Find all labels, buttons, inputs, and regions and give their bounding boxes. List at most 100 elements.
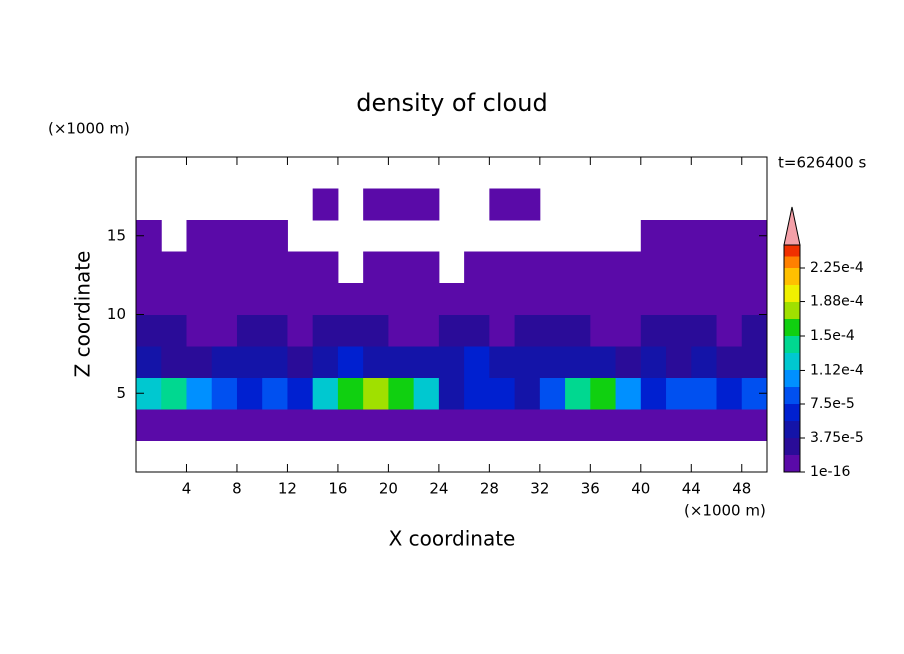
contour-cell [413, 251, 440, 284]
contour-cell [211, 220, 238, 252]
contour-cell [489, 314, 516, 347]
x-tick-label: 28 [480, 480, 499, 498]
contour-cell [590, 409, 617, 441]
contour-cell [186, 346, 213, 378]
contour-cell [287, 251, 314, 284]
contour-cell [438, 346, 465, 378]
contour-cell [262, 283, 288, 315]
contour-cell [363, 251, 389, 284]
contour-cell [287, 314, 314, 347]
contour-cell [363, 346, 389, 378]
contour-cell [287, 377, 314, 410]
colorbar-label: 1.12e-4 [810, 362, 864, 378]
x-axis-label: X coordinate [389, 527, 516, 551]
contour-cell [388, 409, 415, 441]
contour-cell [539, 377, 566, 410]
contour-cell [666, 283, 692, 315]
x-tick-label: 12 [278, 480, 297, 498]
contour-cell [514, 314, 541, 347]
contour-cell [741, 251, 768, 284]
contour-cell [161, 346, 187, 378]
contour-cell [186, 283, 213, 315]
colorbar-band [784, 438, 800, 455]
contour-cell [186, 314, 213, 347]
contour-cell [590, 377, 617, 410]
contour-cell [236, 346, 263, 378]
x-tick-label: 20 [379, 480, 398, 498]
contour-cell [514, 377, 541, 410]
contour-cell [312, 346, 339, 378]
x-tick-label: 48 [732, 480, 751, 498]
contour-cell [413, 283, 440, 315]
contour-cell [337, 314, 364, 347]
contour-cell [186, 251, 213, 284]
contour-cell [464, 377, 490, 410]
contour-cell [262, 377, 288, 410]
contour-cell [640, 409, 667, 441]
x-tick-label: 8 [232, 480, 242, 498]
colorbar-band [784, 336, 800, 353]
colorbar-band [784, 455, 800, 472]
contour-cell [186, 377, 213, 410]
colorbar-label: 1.88e-4 [810, 294, 864, 310]
contour-cell [741, 314, 768, 347]
y-unit: (×1000 m) [48, 120, 130, 138]
contour-cell [615, 283, 642, 315]
contour-cell [464, 409, 490, 441]
contour-cell [363, 188, 389, 221]
contour-cell [640, 220, 667, 252]
contour-cell [262, 409, 288, 441]
contour-cell [716, 314, 743, 347]
contour-cell [388, 188, 415, 221]
contour-cell [539, 314, 566, 347]
contour-cell [615, 409, 642, 441]
contour-cell [489, 409, 516, 441]
contour-cell [640, 251, 667, 284]
contour-cell [666, 346, 692, 378]
contour-cell [136, 346, 162, 378]
contour-cell [691, 220, 718, 252]
contour-cell [514, 283, 541, 315]
contour-cell [363, 283, 389, 315]
contour-cell [287, 409, 314, 441]
contour-cell [337, 283, 364, 315]
contour-cell [337, 377, 364, 410]
contour-cell [590, 251, 617, 284]
x-tick-label: 44 [682, 480, 701, 498]
contour-cell [716, 409, 743, 441]
contour-cell [388, 314, 415, 347]
colorbar-band [784, 387, 800, 404]
contour-cell [161, 409, 187, 441]
contour-cell [211, 409, 238, 441]
contour-cell [666, 220, 692, 252]
contour-cell [464, 314, 490, 347]
contour-cell [136, 283, 162, 315]
contour-cell [514, 346, 541, 378]
contour-cell [312, 314, 339, 347]
contour-cell [312, 188, 339, 221]
contour-cell [741, 346, 768, 378]
contour-cell [211, 346, 238, 378]
contour-cell [615, 377, 642, 410]
contour-cell [438, 409, 465, 441]
contour-cell [262, 346, 288, 378]
contour-cell [287, 346, 314, 378]
colorbar-extend [783, 206, 801, 246]
colorbar-band [784, 285, 800, 302]
y-axis-label: Z coordinate [71, 251, 95, 378]
contour-cell [388, 346, 415, 378]
contour-cell [236, 314, 263, 347]
contour-cell [413, 314, 440, 347]
colorbar-frame [783, 244, 801, 473]
contour-cell [363, 314, 389, 347]
colorbar-band [784, 245, 800, 257]
colorbar-band [784, 319, 800, 336]
contour-cell [136, 251, 162, 284]
contour-cell [211, 314, 238, 347]
x-tick-label: 40 [631, 480, 650, 498]
contour-cell [464, 346, 490, 378]
contour-cell [211, 377, 238, 410]
contour-cell [514, 409, 541, 441]
contour-cell [262, 251, 288, 284]
contour-cell [161, 314, 187, 347]
